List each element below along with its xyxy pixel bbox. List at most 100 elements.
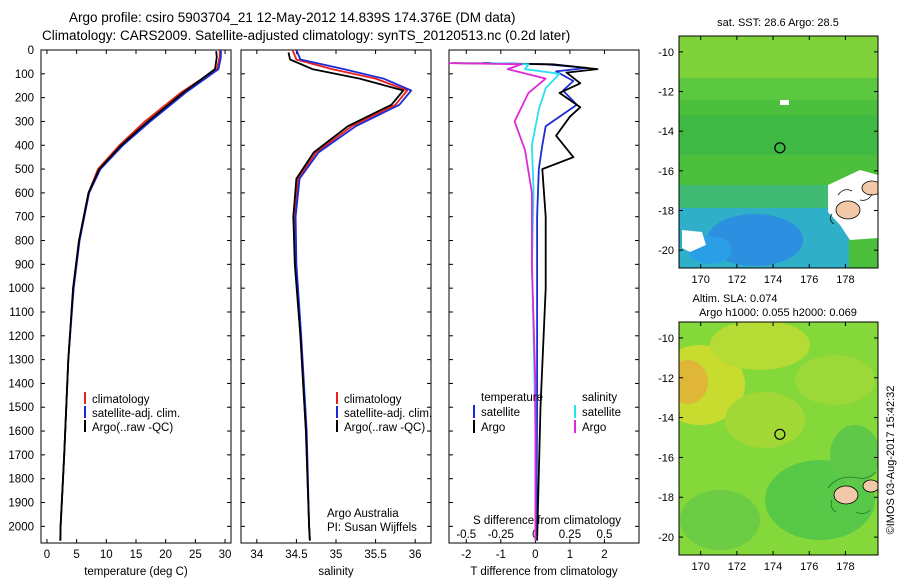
- plot-frame: [40, 49, 232, 544]
- legend-label-climatology: climatology: [92, 394, 150, 406]
- legend-label-climatology: climatology: [344, 394, 402, 406]
- x-tick-label: -2: [461, 549, 471, 561]
- y-tick-label: 1600: [8, 426, 34, 438]
- y-tick-label: -18: [658, 492, 674, 504]
- salinity-panel: 34 34.5 35 35.5 36 salinity: [240, 49, 432, 578]
- y-tick-label: 700: [15, 212, 34, 224]
- y-tick-label: 600: [15, 188, 34, 200]
- island-vanua-levu: [861, 180, 878, 196]
- sla-map-title: Altim. SLA: 0.074: [693, 293, 778, 305]
- y-tick-label: 1000: [8, 283, 34, 295]
- legend-heading-salinity: salinity: [582, 392, 617, 404]
- argo-location-marker: [774, 428, 786, 440]
- x-axis-label: temperature (deg C): [84, 566, 188, 578]
- sla-map: Altim. SLA: 0.074 Argo h1000: 0.055 h200…: [658, 293, 879, 573]
- legend-label-argo: Argo(..raw -QC): [92, 422, 173, 434]
- series-line: [483, 62, 589, 541]
- y-tick-label: 1500: [8, 402, 34, 414]
- top-x-tick-label: -0.25: [488, 529, 514, 541]
- x-tick-label: 1: [567, 549, 573, 561]
- x-tick-label: 34: [250, 549, 263, 561]
- series-line: [448, 62, 547, 541]
- salinity-legend: climatology satellite-adj. clim. Argo(..…: [327, 392, 432, 534]
- x-tick-label: -1: [496, 549, 506, 561]
- credit-stamp: ©IMOS 03-Aug-2017 15:42:32: [885, 386, 897, 535]
- y-tick-label: 1200: [8, 331, 34, 343]
- y-tick-label: -12: [658, 87, 674, 99]
- series-line: [287, 52, 405, 541]
- x-tick-label: 176: [800, 274, 818, 286]
- x-tick-label: 35.5: [364, 549, 386, 561]
- x-tick-label: 178: [836, 561, 854, 573]
- legend-label-s-argo: Argo: [582, 422, 606, 434]
- annotation-argo-australia: Argo Australia: [327, 508, 399, 520]
- temperature-legend: climatology satellite-adj. clim. Argo(..…: [84, 392, 180, 434]
- x-tick-label: 36: [409, 549, 422, 561]
- legend-label-satellite: satellite-adj. clim.: [344, 408, 432, 420]
- legend-label-argo: Argo(..raw -QC): [344, 422, 425, 434]
- y-tick-label: 1700: [8, 450, 34, 462]
- y-tick-label: 0: [28, 45, 34, 57]
- sst-map-title: sat. SST: 28.6 Argo: 28.5: [717, 17, 839, 29]
- sst-map-frame: [678, 35, 879, 269]
- sla-field: [679, 322, 878, 555]
- y-tick-label: -18: [658, 205, 674, 217]
- x-tick-label: 5: [73, 549, 79, 561]
- x-axis-label: salinity: [318, 566, 353, 578]
- annotation-pi: PI: Susan Wijffels: [327, 522, 417, 534]
- y-tick-label: -16: [658, 166, 674, 178]
- y-tick-label: 200: [15, 93, 34, 105]
- y-tick-label: -20: [658, 245, 674, 257]
- y-tick-label: -10: [658, 47, 674, 59]
- y-tick-label: 1900: [8, 498, 34, 510]
- plot-frame: [448, 49, 640, 544]
- series-line: [452, 62, 599, 541]
- x-tick-label: 176: [800, 561, 818, 573]
- y-tick-label: -14: [658, 126, 674, 138]
- sla-map-frame: [678, 321, 879, 556]
- y-tick-label: -10: [658, 333, 674, 345]
- y-tick-label: 900: [15, 259, 34, 271]
- x-tick-label: 172: [728, 274, 746, 286]
- x-axis-label: T difference from climatology: [470, 566, 617, 578]
- y-tick-label: -14: [658, 413, 674, 425]
- y-tick-label: 1800: [8, 474, 34, 486]
- y-tick-label: -16: [658, 452, 674, 464]
- x-tick-label: 170: [692, 561, 710, 573]
- y-tick-label: 800: [15, 236, 34, 248]
- top-x-tick-label: -0.5: [456, 529, 476, 541]
- x-tick-label: 170: [692, 274, 710, 286]
- y-tick-label: 1100: [9, 307, 34, 319]
- top-x-tick-label: 0.25: [559, 529, 581, 541]
- y-tick-label: -12: [658, 373, 674, 385]
- y-tick-label: 1400: [8, 378, 34, 390]
- sla-map-subtitle: Argo h1000: 0.055 h2000: 0.069: [699, 307, 857, 319]
- y-tick-label: 100: [15, 69, 34, 81]
- top-axis-label: S difference from climatology: [473, 515, 621, 527]
- legend-label-t-argo: Argo: [481, 422, 505, 434]
- x-tick-label: 15: [130, 549, 143, 561]
- x-tick-label: 25: [189, 549, 202, 561]
- y-tick-label: 2000: [8, 521, 34, 533]
- legend-label-t-satellite: satellite: [481, 407, 520, 419]
- figure-title: Argo profile: csiro 5903704_21 12-May-20…: [69, 10, 516, 25]
- x-tick-label: 2: [601, 549, 607, 561]
- island-viti-levu: [833, 485, 859, 505]
- difference-legend: temperature satellite Argo salinity sate…: [473, 392, 621, 527]
- legend-label-satellite: satellite-adj. clim.: [92, 408, 180, 420]
- x-tick-label: 35: [330, 549, 343, 561]
- legend-label-s-satellite: satellite: [582, 407, 621, 419]
- y-tick-label: 400: [15, 140, 34, 152]
- figure-subtitle: Climatology: CARS2009. Satellite-adjuste…: [42, 28, 571, 43]
- y-tick-label: 500: [15, 164, 34, 176]
- x-tick-label: 30: [219, 549, 232, 561]
- argo-location-marker: [774, 142, 786, 154]
- sst-map: sat. SST: 28.6 Argo: 28.5 170 172 174 176 17: [658, 17, 879, 286]
- x-tick-label: 20: [159, 549, 172, 561]
- y-tick-label: 300: [15, 116, 34, 128]
- sst-field: [679, 36, 878, 268]
- plot-frame: [240, 49, 432, 544]
- y-tick-label: 1300: [8, 355, 34, 367]
